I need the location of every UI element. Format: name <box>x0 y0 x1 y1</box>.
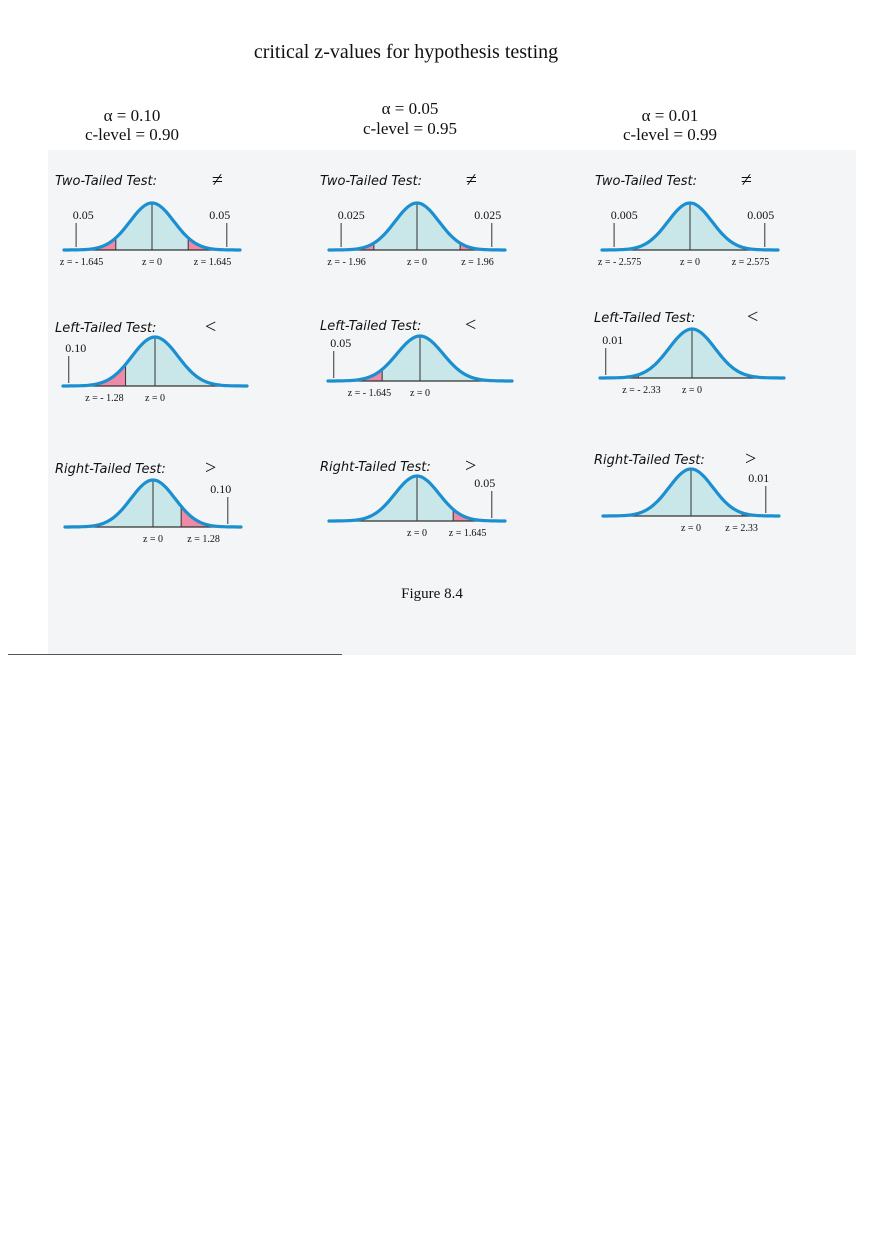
right-tail-area: 0.005 <box>747 208 774 222</box>
hypothesis-symbol: < <box>205 316 216 338</box>
right-tailed-plot: Right-Tailed Test: >0.05 z = 0 z = 1.645 <box>320 455 507 539</box>
left-tail-area: 0.10 <box>65 341 86 355</box>
c-level-label: c-level = 0.90 <box>85 125 179 144</box>
alpha-label: α = 0.01 <box>642 106 699 125</box>
normal-curve <box>61 335 249 388</box>
left-tail-area: 0.05 <box>73 208 94 222</box>
left-tail-area: 0.05 <box>330 336 351 350</box>
z-right-label: z = 1.28 <box>187 534 220 545</box>
hypothesis-symbol: > <box>205 457 216 479</box>
z-zero-label: z = 0 <box>682 385 702 396</box>
test-type-label: Left-Tailed Test: <box>320 319 421 334</box>
normal-curve <box>598 327 786 380</box>
hypothesis-symbol: ≠ <box>741 169 752 191</box>
z-zero-label: z = 0 <box>410 388 430 399</box>
normal-curve <box>601 467 781 518</box>
z-left-label: z = - 2.33 <box>622 385 660 396</box>
left-tail-area: 0.005 <box>611 208 638 222</box>
normal-curve <box>62 201 242 252</box>
test-type-label: Left-Tailed Test: <box>55 321 156 336</box>
hypothesis-symbol: ≠ <box>466 169 477 191</box>
z-zero-label: z = 0 <box>142 257 162 268</box>
two-tailed-plot: Two-Tailed Test: ≠ 0.005 0.005 z = 0 z = - 2.… <box>595 169 780 268</box>
hypothesis-symbol: > <box>745 448 756 470</box>
figure-title: critical z-values for hypothesis testing <box>254 41 558 63</box>
normal-curve <box>327 474 507 523</box>
hypothesis-symbol: > <box>465 455 476 477</box>
test-type-label: Right-Tailed Test: <box>55 462 166 477</box>
z-left-label: z = - 1.28 <box>85 393 123 404</box>
normal-curve <box>327 201 507 252</box>
z-left-label: z = - 1.96 <box>327 257 365 268</box>
z-right-label: z = 2.33 <box>725 523 758 534</box>
two-tailed-plot: Two-Tailed Test: ≠ 0.025 0.025 z = 0 z = - 1.… <box>320 169 507 268</box>
z-left-label: z = - 1.645 <box>60 257 103 268</box>
z-zero-label: z = 0 <box>407 528 427 539</box>
z-zero-label: z = 0 <box>680 257 700 268</box>
test-type-label: Two-Tailed Test: <box>595 174 697 189</box>
footnote-rule <box>8 654 342 655</box>
test-type-label: Two-Tailed Test: <box>55 174 157 189</box>
normal-curve <box>600 201 780 252</box>
z-left-label: z = - 2.575 <box>598 257 641 268</box>
right-tailed-plot: Right-Tailed Test: >0.01 z = 0 z = 2.33 <box>594 448 781 534</box>
z-zero-label: z = 0 <box>145 393 165 404</box>
z-right-label: z = 2.575 <box>732 257 770 268</box>
right-tailed-plot: Right-Tailed Test: >0.10 z = 0 z = 1.28 <box>55 457 243 545</box>
z-right-label: z = 1.645 <box>194 257 232 268</box>
right-tail-area: 0.10 <box>210 482 231 496</box>
two-tailed-plot: Two-Tailed Test: ≠ 0.05 0.05 z = 0 z = - 1.64… <box>55 169 242 268</box>
left-tailed-plot: Left-Tailed Test: <0.10 z = 0 z = - 1.28 <box>55 316 249 404</box>
test-type-label: Left-Tailed Test: <box>594 311 695 326</box>
right-tail-area: 0.025 <box>474 208 501 222</box>
hypothesis-symbol: < <box>747 306 758 328</box>
right-tail-area: 0.05 <box>209 208 230 222</box>
left-tailed-plot: Left-Tailed Test: <0.05 z = 0 z = - 1.645 <box>320 314 514 399</box>
normal-curve <box>326 334 514 383</box>
normal-curve <box>63 478 243 529</box>
alpha-label: α = 0.05 <box>382 99 439 118</box>
z-right-label: z = 1.96 <box>461 257 494 268</box>
z-zero-label: z = 0 <box>681 523 701 534</box>
right-tail-area: 0.05 <box>474 476 495 490</box>
test-type-label: Right-Tailed Test: <box>320 460 431 475</box>
z-zero-label: z = 0 <box>407 257 427 268</box>
alpha-label: α = 0.10 <box>104 106 161 125</box>
left-tailed-plot: Left-Tailed Test: <0.01 z = 0 z = - 2.33 <box>594 306 786 396</box>
z-zero-label: z = 0 <box>143 534 163 545</box>
c-level-label: c-level = 0.95 <box>363 119 457 138</box>
z-left-label: z = - 1.645 <box>348 388 391 399</box>
hypothesis-symbol: < <box>465 314 476 336</box>
test-type-label: Right-Tailed Test: <box>594 453 705 468</box>
right-tail-area: 0.01 <box>748 471 769 485</box>
hypothesis-symbol: ≠ <box>212 169 223 191</box>
left-tail-area: 0.025 <box>338 208 365 222</box>
z-right-label: z = 1.645 <box>449 528 487 539</box>
left-tail-area: 0.01 <box>602 333 623 347</box>
c-level-label: c-level = 0.99 <box>623 125 717 144</box>
figure-caption: Figure 8.4 <box>401 586 463 602</box>
test-type-label: Two-Tailed Test: <box>320 174 422 189</box>
